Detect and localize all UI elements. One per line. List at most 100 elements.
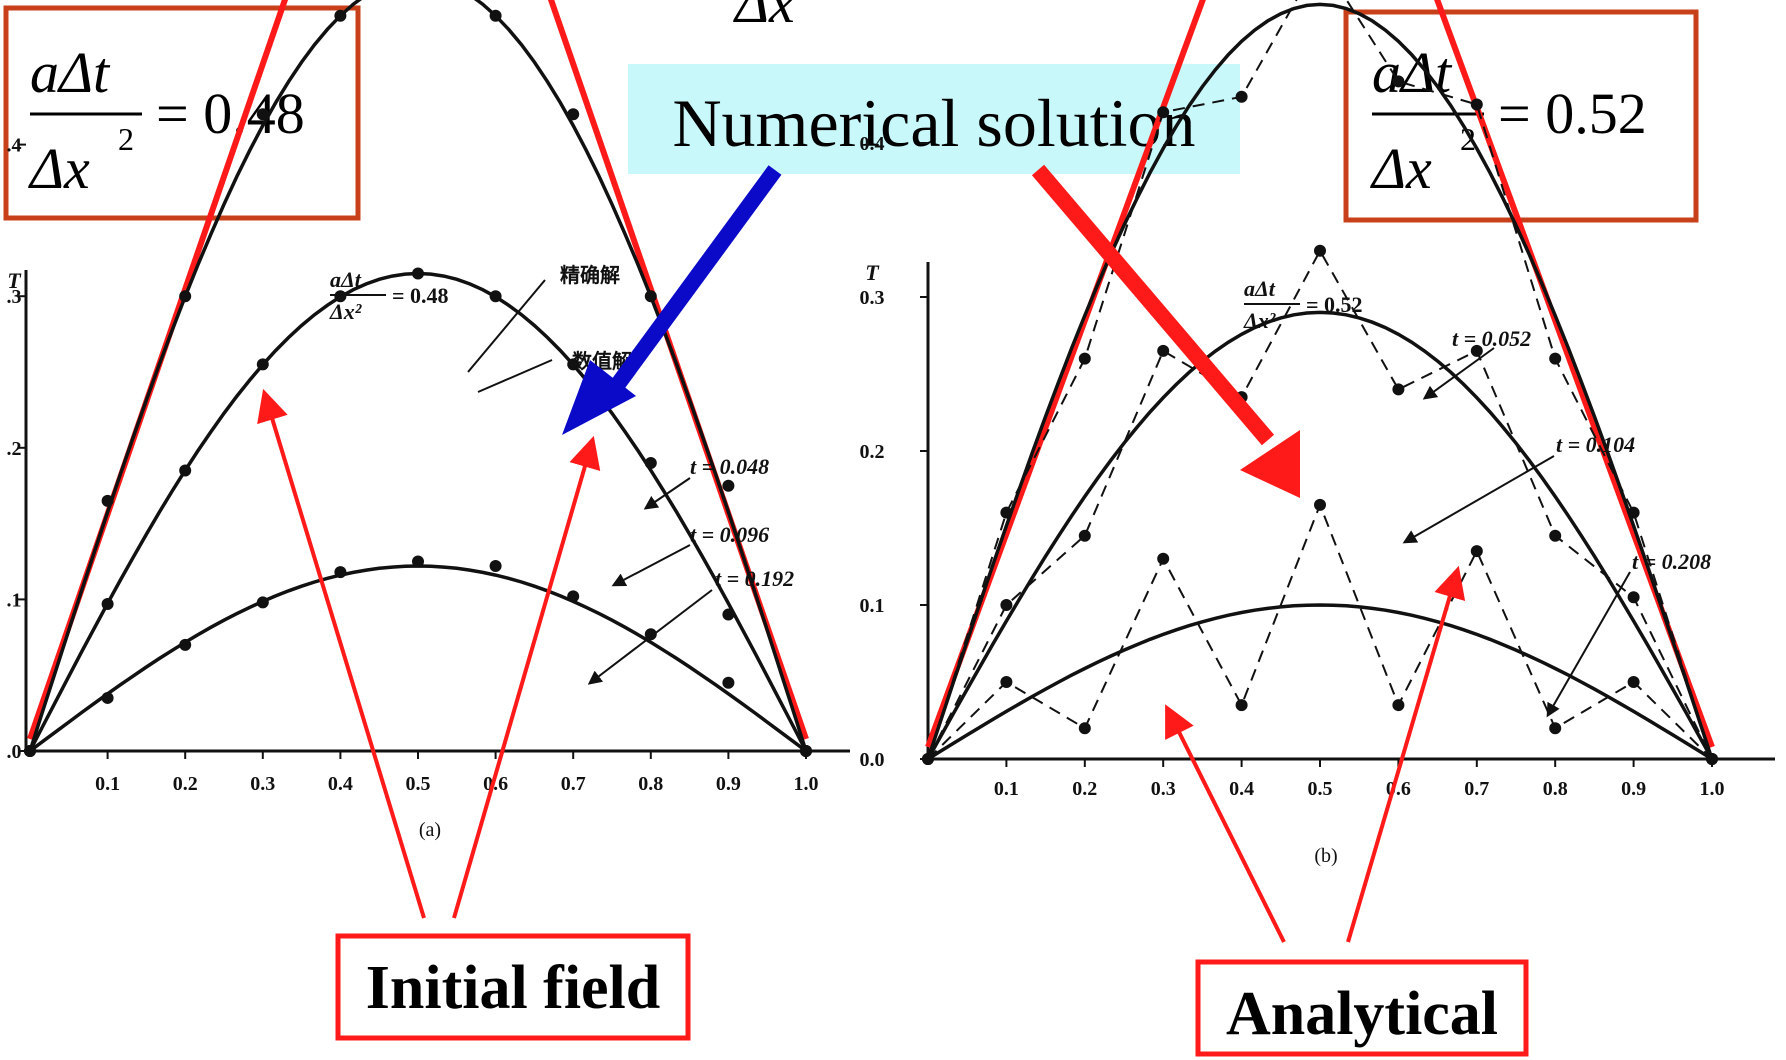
x-tick-label: 1.0 xyxy=(1700,778,1725,800)
numerical-point xyxy=(489,560,502,573)
analytical-curve xyxy=(28,564,808,753)
numerical-solution-bg xyxy=(628,64,1240,174)
numerical-point xyxy=(334,566,347,579)
numerical-point xyxy=(179,638,192,651)
y-tick-label: 5 xyxy=(9,0,19,5)
cjk-leader xyxy=(467,279,546,373)
numerical-point xyxy=(722,479,735,492)
numerical-solution-label: Numerical solution xyxy=(672,85,1195,161)
x-tick-label: 0.9 xyxy=(1621,778,1646,800)
numerical-point xyxy=(1314,244,1326,257)
formula-left-exponent: 2 xyxy=(118,121,134,157)
numerical-point xyxy=(412,555,424,568)
numerical-point xyxy=(256,108,269,121)
numerical-point xyxy=(644,290,657,303)
numerical-point xyxy=(722,676,735,689)
numerical-arrow-blue xyxy=(562,165,782,435)
numerical-point xyxy=(101,494,114,507)
numerical-point xyxy=(256,596,269,609)
analytical-curve xyxy=(28,0,808,752)
numerical-point xyxy=(101,691,114,704)
series-label: t = 0.192 xyxy=(715,566,794,591)
ratio-numerator: aΔt xyxy=(330,267,362,292)
series-label: t = 0.052 xyxy=(1452,326,1531,351)
numerical-point xyxy=(101,597,114,610)
numerical-point xyxy=(1392,75,1405,88)
numerical-arrow-red xyxy=(1031,164,1300,498)
analytical-label: Analytical xyxy=(1226,980,1498,1048)
numerical-point xyxy=(644,456,657,469)
numerical-point xyxy=(179,464,192,477)
cjk-label: 精确解 xyxy=(560,263,620,287)
numerical-solution-callout: Numerical solution xyxy=(628,64,1240,174)
formula-left-numerator: aΔt xyxy=(30,40,111,105)
y-tick-label: .1 xyxy=(7,589,22,611)
x-tick-label: 0.8 xyxy=(1543,778,1568,800)
initial-field-box xyxy=(335,933,691,1041)
numerical-point xyxy=(1706,753,1718,765)
y-axis-symbol: T xyxy=(865,260,880,285)
y-tick-label: 0.3 xyxy=(860,287,885,309)
formula-box-left: aΔt Δx 2 = 0.48 xyxy=(3,5,361,221)
numerical-dashed-line xyxy=(927,248,1713,760)
numerical-point xyxy=(1627,591,1640,604)
formula-left-denominator: Δx xyxy=(28,136,90,201)
series-label: t = 0.048 xyxy=(690,454,769,479)
initial-field-callout: Initial field xyxy=(257,388,691,1041)
numerical-point xyxy=(1000,676,1013,688)
numerical-point xyxy=(334,9,347,22)
ratio-denominator: Δx² xyxy=(329,299,362,324)
numerical-point xyxy=(1549,529,1562,542)
x-tick-label: 0.2 xyxy=(173,773,198,795)
y-axis-symbol: T xyxy=(7,268,22,293)
numerical-point xyxy=(489,9,502,22)
numerical-point xyxy=(1000,506,1013,519)
series-leader xyxy=(643,477,691,510)
ratio-denominator: Δx² xyxy=(1243,308,1276,333)
numerical-point xyxy=(1157,106,1170,119)
numerical-point xyxy=(1392,699,1405,712)
numerical-dashed-line xyxy=(927,0,1713,760)
ratio-value: = 0.48 xyxy=(392,283,449,308)
x-tick-label: 0.4 xyxy=(1229,778,1254,800)
chart-a: 0.1 0.2 0.3 0.4 0.5 0.6 0.7 0.8 0.9 1.0.0.1.2.3.4… xyxy=(7,0,850,841)
numerical-point xyxy=(1470,98,1483,111)
numerical-point xyxy=(567,358,580,371)
numerical-point xyxy=(1235,90,1248,103)
series-label: t = 0.208 xyxy=(1632,549,1711,574)
analytical-curve xyxy=(927,603,1713,761)
numerical-point xyxy=(722,608,735,621)
numerical-point xyxy=(567,108,580,121)
top-fragment: Δx xyxy=(733,0,795,35)
numerical-point xyxy=(1078,722,1091,735)
initial-field-label: Initial field xyxy=(366,954,661,1022)
numerical-point xyxy=(1078,529,1091,542)
numerical-point xyxy=(1235,699,1248,712)
cjk-leader xyxy=(477,359,553,393)
panel-label: (a) xyxy=(419,819,441,841)
panel-label: (b) xyxy=(1314,845,1337,867)
x-tick-label: 1.0 xyxy=(794,773,819,795)
x-tick-label: 0.7 xyxy=(561,773,586,795)
x-tick-label: 0.9 xyxy=(716,773,741,795)
numerical-point xyxy=(1627,506,1640,519)
x-tick-label: 0.5 xyxy=(406,773,431,795)
x-tick-label: 0.4 xyxy=(328,773,353,795)
numerical-point xyxy=(1157,344,1170,357)
numerical-point xyxy=(1000,599,1013,611)
analytical-box xyxy=(1195,959,1529,1057)
analytical-curve xyxy=(926,2,1714,760)
numerical-point xyxy=(1470,344,1483,357)
x-tick-label: 0.2 xyxy=(1072,778,1097,800)
numerical-point xyxy=(412,267,424,280)
numerical-point xyxy=(1627,676,1640,688)
x-tick-label: 0.1 xyxy=(994,778,1019,800)
ratio-value: = 0.52 xyxy=(1306,292,1363,317)
x-tick-label: 0.7 xyxy=(1464,778,1489,800)
x-tick-label: 0.3 xyxy=(250,773,275,795)
y-tick-label: 0.4 xyxy=(860,133,885,155)
formula-left-value: = 0.48 xyxy=(156,81,305,146)
numerical-point xyxy=(1078,352,1091,365)
